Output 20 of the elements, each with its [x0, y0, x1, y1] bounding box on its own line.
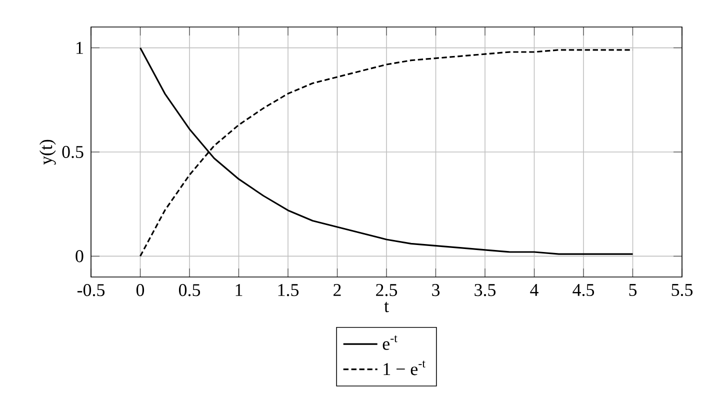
x-axis-title: t — [384, 302, 389, 312]
x-tick-label: 0 — [136, 284, 144, 296]
x-tick-label: -0.5 — [77, 284, 105, 296]
y-tick-label: 0 — [76, 250, 84, 262]
x-tick-label: 3.5 — [474, 284, 496, 296]
legend-label: 1 − e$^{-t}$ — [384, 360, 426, 376]
x-tick-label: 5.5 — [672, 284, 693, 296]
x-tick-label: 4 — [530, 284, 538, 296]
y-tick-label: 0.5 — [62, 146, 84, 158]
x-tick-label: 2 — [334, 284, 341, 296]
x-tick-label: 2.5 — [376, 284, 398, 296]
x-tick-label: 4.5 — [572, 284, 594, 296]
y-tick-label: 1 — [76, 42, 83, 54]
x-tick-label: 3 — [432, 284, 440, 296]
x-tick-label: 0.5 — [178, 284, 200, 296]
legend-label: e$^{-t}$ — [382, 335, 398, 350]
x-tick-label: 5 — [629, 284, 637, 296]
y-axis-title: y(t) — [40, 140, 56, 165]
x-tick-label: 1 — [236, 284, 242, 296]
x-tick-label: 1.5 — [278, 284, 299, 296]
